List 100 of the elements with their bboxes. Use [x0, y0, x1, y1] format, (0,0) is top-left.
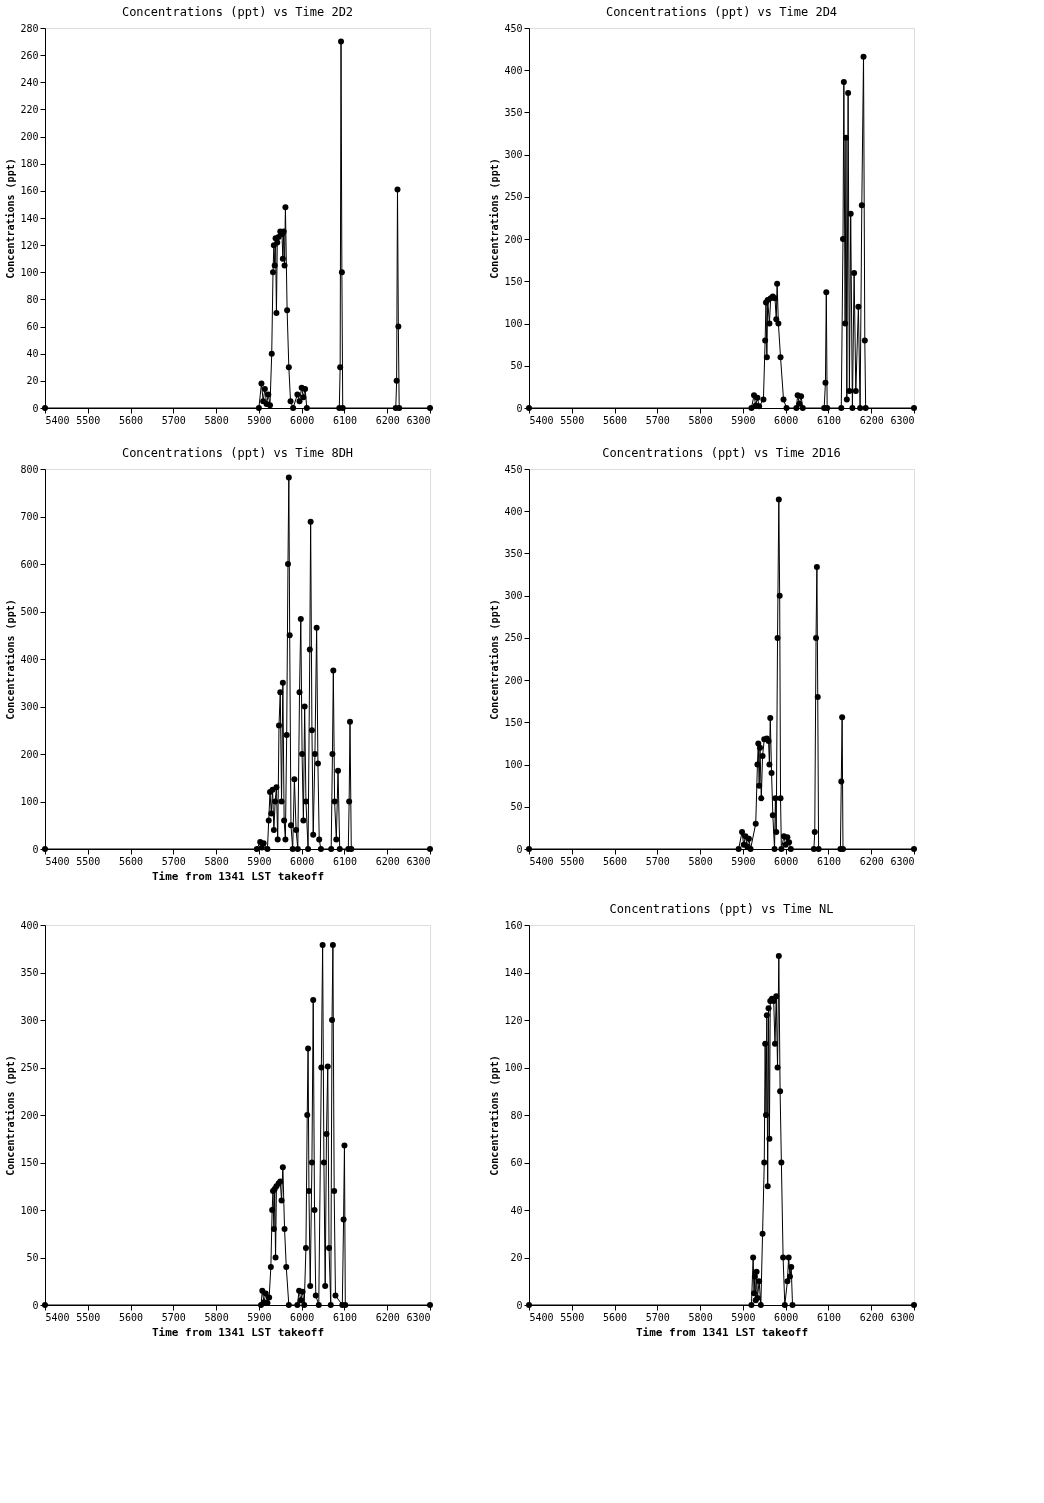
point: [394, 186, 401, 193]
point: [840, 79, 847, 86]
y-tick-label: 60: [510, 1157, 523, 1168]
point: [758, 795, 765, 802]
point: [860, 53, 867, 60]
point: [331, 1188, 338, 1194]
point: [855, 303, 862, 310]
point: [296, 398, 303, 405]
point: [780, 396, 787, 403]
point: [296, 689, 303, 696]
point: [291, 776, 298, 783]
point: [270, 827, 277, 833]
y-tick-label: 20: [510, 1252, 523, 1263]
y-tick-label: 100: [504, 1062, 523, 1073]
y-tick-label: 120: [20, 239, 39, 251]
point: [762, 337, 769, 344]
point: [838, 778, 845, 785]
x-tick-label: 6300: [406, 1311, 431, 1323]
point: [264, 846, 271, 852]
x-tick-label: 5600: [603, 1311, 628, 1323]
x-tick-label: 5400: [45, 855, 70, 867]
y-tick-label: 300: [504, 149, 523, 161]
x-tick-label: 5800: [688, 855, 713, 867]
y-tick-label: 300: [504, 590, 523, 602]
point: [338, 38, 345, 45]
point: [766, 761, 773, 768]
point: [771, 1040, 778, 1047]
point: [293, 827, 300, 833]
y-tick-label: 0: [516, 843, 523, 855]
point: [318, 1064, 325, 1071]
x-tick-label: 5700: [645, 414, 670, 426]
x-tick-label: 5500: [76, 855, 101, 867]
point: [861, 337, 868, 344]
point: [735, 846, 742, 852]
y-tick-label: 400: [504, 505, 523, 517]
y-tick-label: 280: [20, 22, 39, 34]
point: [773, 829, 780, 836]
point: [317, 846, 324, 852]
point: [269, 1207, 276, 1213]
point: [279, 255, 286, 262]
y-tick-label: 200: [20, 748, 39, 760]
y-tick-label: 400: [20, 653, 39, 665]
y-tick-label: 220: [20, 103, 39, 115]
x-tick-label: 6300: [406, 855, 431, 867]
point: [842, 320, 849, 327]
y-tick-label: 0: [516, 1299, 523, 1311]
point: [302, 798, 309, 805]
point: [275, 722, 282, 729]
y-tick-label: 20: [26, 375, 39, 387]
y-tick-label: 150: [504, 716, 523, 728]
point: [789, 1302, 796, 1308]
point: [756, 782, 763, 789]
point: [761, 1159, 768, 1166]
y-tick-label: 100: [20, 1204, 39, 1216]
y-axis-title: Concentrations (ppt): [5, 1055, 17, 1176]
point: [784, 1278, 791, 1285]
point: [284, 561, 291, 567]
point: [273, 784, 280, 791]
x-tick-label: 5800: [688, 1311, 713, 1323]
point: [750, 1254, 757, 1261]
point: [294, 1302, 301, 1308]
point: [396, 405, 403, 411]
x-tick-label: 5400: [529, 414, 554, 426]
x-tick-label: 6300: [406, 414, 431, 426]
point: [307, 1283, 314, 1289]
point: [289, 846, 296, 852]
point: [331, 798, 338, 805]
x-tick-label: 6300: [890, 855, 915, 867]
point: [279, 1164, 286, 1171]
point: [329, 1017, 336, 1023]
x-tick-label: 5700: [645, 1311, 670, 1323]
point: [775, 952, 782, 959]
point: [277, 689, 284, 696]
x-tick-label: 5500: [76, 414, 101, 426]
y-tick-label: 350: [504, 547, 523, 559]
y-tick-label: 350: [504, 106, 523, 118]
point: [811, 829, 818, 836]
point: [270, 1226, 277, 1232]
point: [784, 834, 791, 841]
y-tick-label: 100: [504, 759, 523, 771]
point: [838, 405, 845, 411]
point: [756, 1278, 763, 1285]
point: [813, 563, 820, 570]
x-tick-label: 5700: [161, 1311, 186, 1323]
y-tick-label: 150: [504, 275, 523, 287]
point: [294, 846, 301, 852]
x-tick-label: 6200: [859, 1311, 884, 1323]
point: [310, 997, 317, 1004]
point: [759, 1230, 766, 1237]
x-tick-label: 5500: [560, 414, 585, 426]
chart-title: Concentrations (ppt) vs Time NL: [609, 902, 834, 916]
point: [323, 1131, 330, 1137]
point: [308, 727, 315, 734]
x-tick-label: 6100: [816, 414, 841, 426]
y-tick-label: 150: [20, 1157, 39, 1168]
point: [766, 320, 773, 327]
y-tick-label: 0: [32, 843, 39, 855]
x-tick-label: 5500: [560, 1311, 585, 1323]
point: [754, 394, 761, 401]
y-tick-label: 250: [504, 191, 523, 203]
